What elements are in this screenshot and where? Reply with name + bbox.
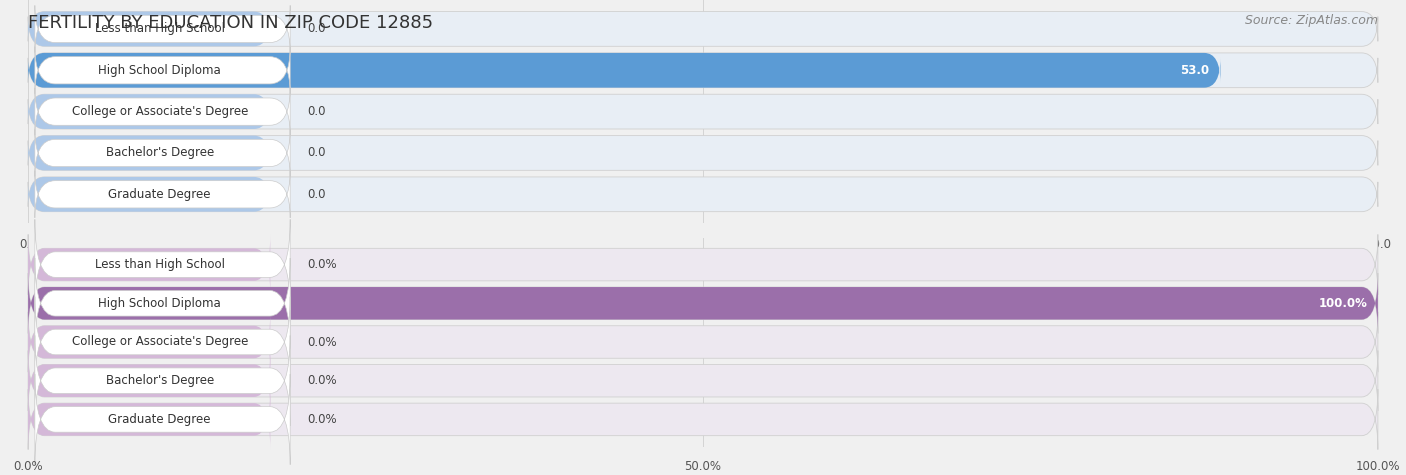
- FancyBboxPatch shape: [35, 129, 290, 177]
- Text: 0.0: 0.0: [308, 105, 326, 118]
- Text: Less than High School: Less than High School: [94, 22, 225, 36]
- FancyBboxPatch shape: [28, 351, 1378, 411]
- FancyBboxPatch shape: [28, 312, 1378, 372]
- FancyBboxPatch shape: [28, 177, 1378, 212]
- Text: 0.0%: 0.0%: [308, 374, 337, 387]
- FancyBboxPatch shape: [28, 234, 270, 295]
- FancyBboxPatch shape: [28, 389, 1378, 450]
- FancyBboxPatch shape: [35, 297, 290, 387]
- FancyBboxPatch shape: [28, 135, 270, 171]
- Text: Bachelor's Degree: Bachelor's Degree: [105, 146, 214, 160]
- Text: 0.0: 0.0: [308, 22, 326, 36]
- FancyBboxPatch shape: [28, 389, 270, 450]
- FancyBboxPatch shape: [28, 94, 1378, 129]
- FancyBboxPatch shape: [28, 273, 1378, 333]
- FancyBboxPatch shape: [35, 5, 290, 53]
- Text: 100.0%: 100.0%: [1355, 460, 1400, 473]
- FancyBboxPatch shape: [28, 351, 270, 411]
- FancyBboxPatch shape: [28, 11, 270, 46]
- FancyBboxPatch shape: [35, 335, 290, 426]
- FancyBboxPatch shape: [35, 258, 290, 349]
- Text: High School Diploma: High School Diploma: [98, 297, 221, 310]
- Text: 0.0%: 0.0%: [308, 335, 337, 349]
- FancyBboxPatch shape: [28, 234, 1378, 295]
- Text: Graduate Degree: Graduate Degree: [108, 188, 211, 201]
- Text: College or Associate's Degree: College or Associate's Degree: [72, 335, 247, 349]
- Text: Source: ZipAtlas.com: Source: ZipAtlas.com: [1244, 14, 1378, 27]
- FancyBboxPatch shape: [35, 171, 290, 218]
- FancyBboxPatch shape: [28, 135, 1378, 171]
- Text: 0.0%: 0.0%: [13, 460, 44, 473]
- Text: 0.0%: 0.0%: [308, 413, 337, 426]
- FancyBboxPatch shape: [28, 53, 1378, 88]
- FancyBboxPatch shape: [35, 374, 290, 465]
- Text: 100.0%: 100.0%: [1319, 297, 1367, 310]
- Text: 0.0%: 0.0%: [308, 258, 337, 271]
- FancyBboxPatch shape: [28, 177, 270, 212]
- FancyBboxPatch shape: [35, 88, 290, 135]
- Text: 0.0: 0.0: [308, 188, 326, 201]
- Text: 60.0: 60.0: [1365, 238, 1391, 251]
- Text: 53.0: 53.0: [1181, 64, 1209, 77]
- FancyBboxPatch shape: [35, 219, 290, 310]
- Text: 0.0: 0.0: [18, 238, 38, 251]
- Text: High School Diploma: High School Diploma: [98, 64, 221, 77]
- Text: Less than High School: Less than High School: [94, 258, 225, 271]
- Text: 50.0%: 50.0%: [685, 460, 721, 473]
- Text: 30.0: 30.0: [690, 238, 716, 251]
- FancyBboxPatch shape: [28, 11, 1378, 46]
- Text: 0.0: 0.0: [308, 146, 326, 160]
- FancyBboxPatch shape: [28, 273, 1378, 333]
- Text: Bachelor's Degree: Bachelor's Degree: [105, 374, 214, 387]
- Text: FERTILITY BY EDUCATION IN ZIP CODE 12885: FERTILITY BY EDUCATION IN ZIP CODE 12885: [28, 14, 433, 32]
- FancyBboxPatch shape: [28, 94, 270, 129]
- Text: College or Associate's Degree: College or Associate's Degree: [72, 105, 247, 118]
- Text: Graduate Degree: Graduate Degree: [108, 413, 211, 426]
- FancyBboxPatch shape: [35, 47, 290, 94]
- FancyBboxPatch shape: [28, 53, 1220, 88]
- FancyBboxPatch shape: [28, 312, 270, 372]
